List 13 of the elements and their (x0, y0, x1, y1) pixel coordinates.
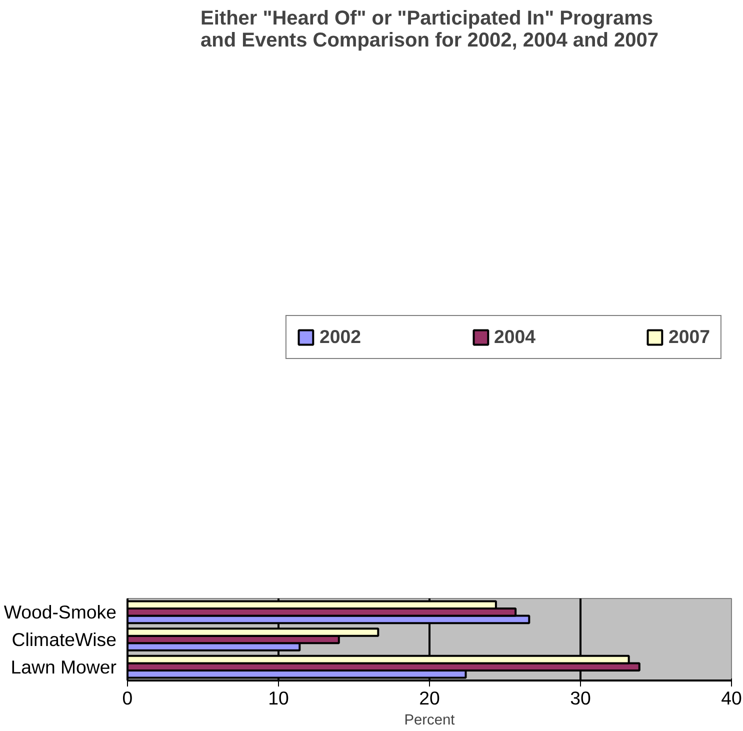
x-tick-label: 20 (419, 688, 440, 708)
legend-label: 2007 (668, 326, 710, 348)
chart-title: Either "Heard Of" or "Participated In" Programs and Events Comparison for 2002, 2004 and 2007 (200, 8, 658, 52)
y-tick-label: Lawn Mower (10, 656, 117, 678)
legend-label: 2004 (494, 326, 536, 348)
y-tick-label: Wood-Smoke (4, 602, 117, 623)
legend-label: 2002 (319, 326, 361, 348)
x-tick-label: 10 (268, 688, 289, 708)
x-tick-label: 0 (122, 688, 133, 708)
x-tick-label: 40 (721, 688, 742, 708)
y-tick-label: ClimateWise (12, 629, 117, 650)
x-tick-label: 30 (570, 688, 591, 708)
x-axis-title: Percent (404, 712, 455, 728)
